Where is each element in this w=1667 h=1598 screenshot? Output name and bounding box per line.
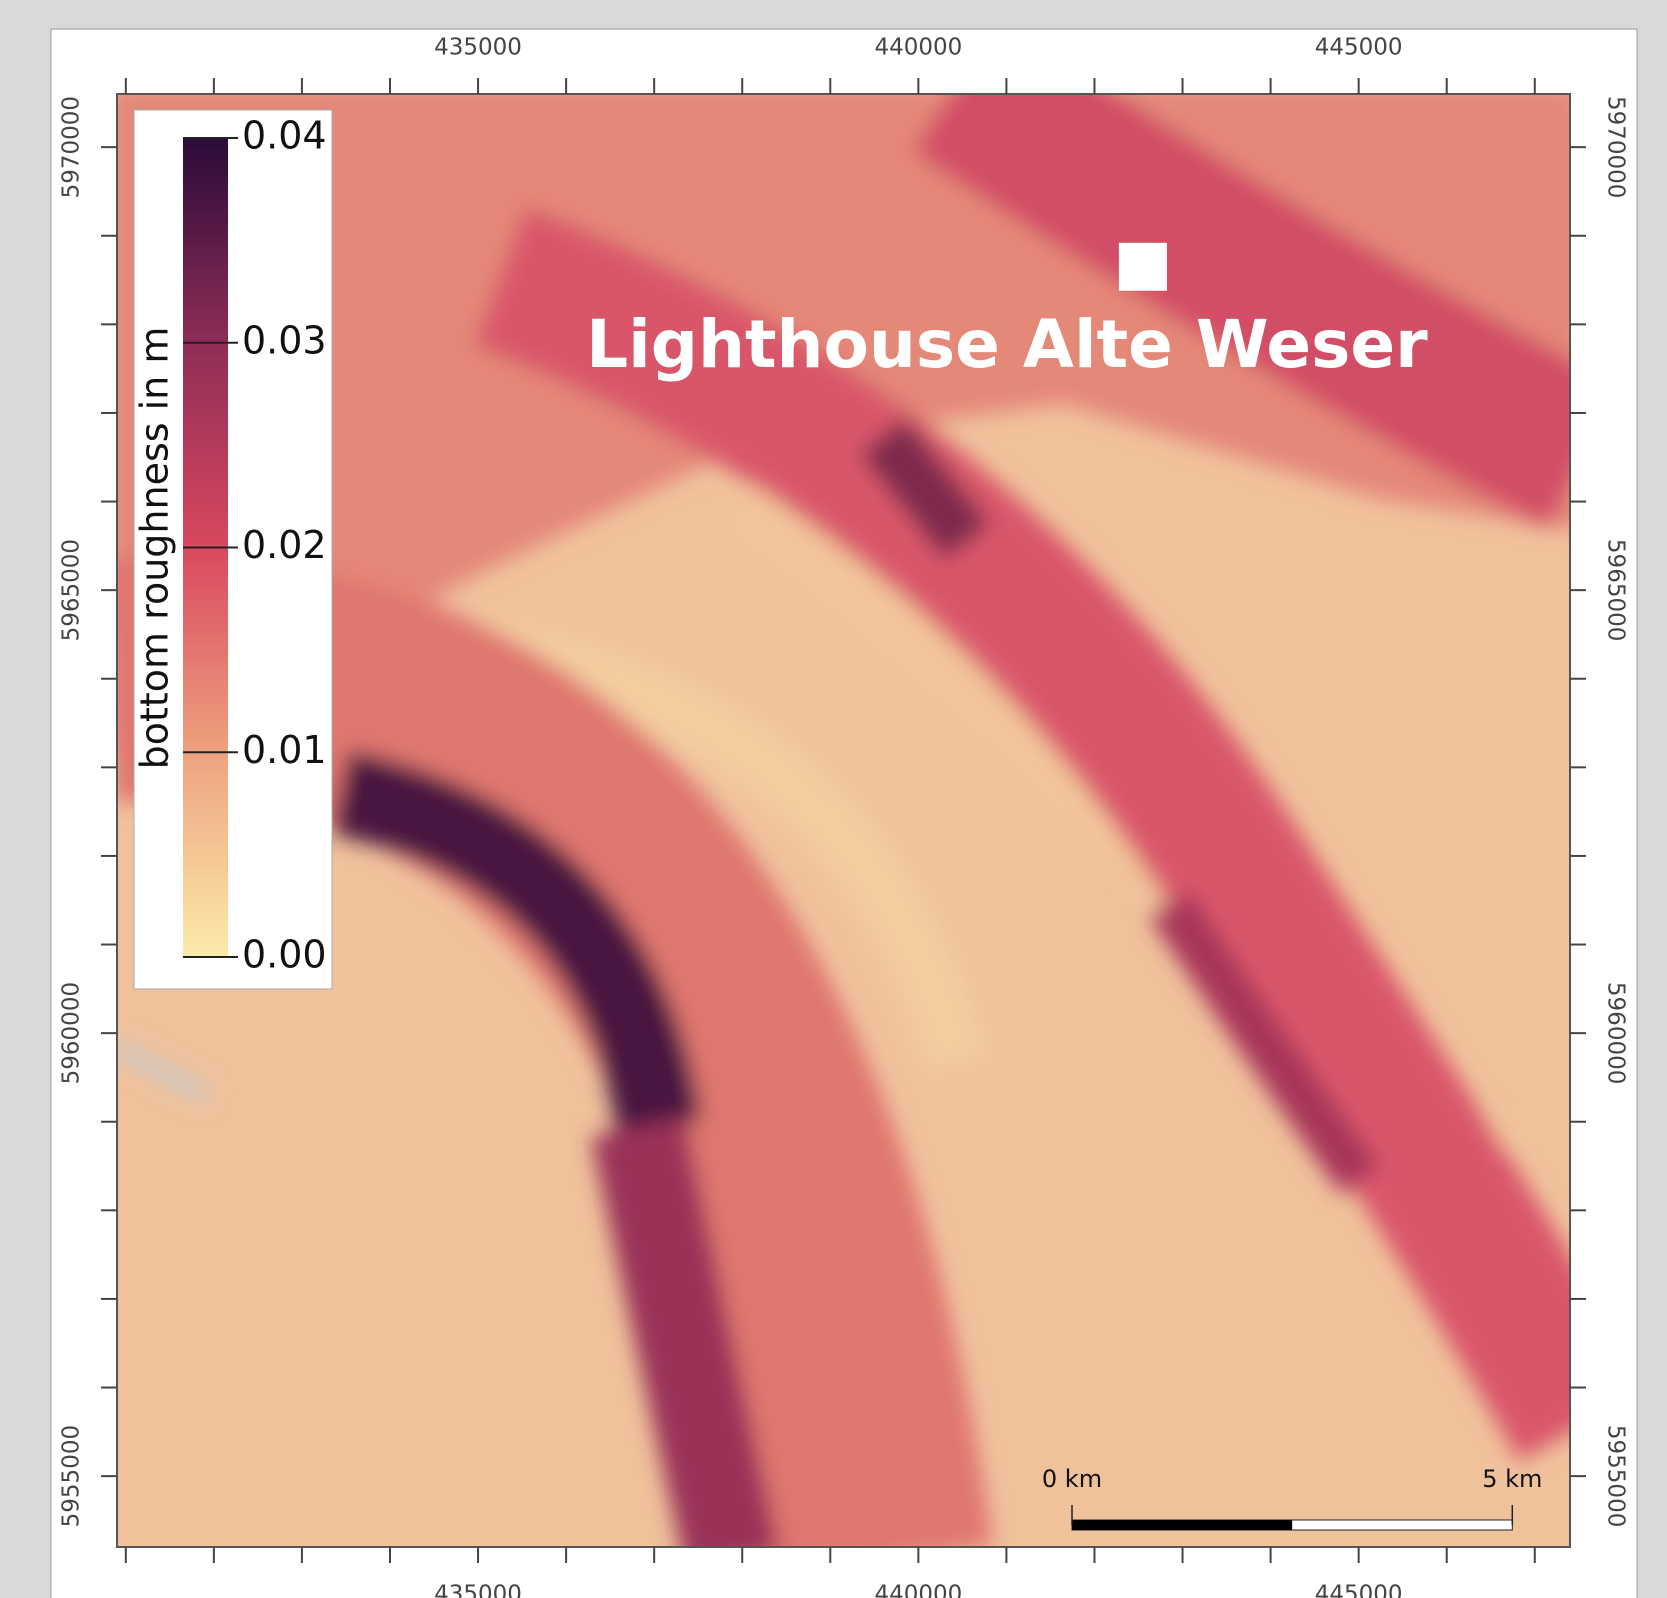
y-tick-label-right: 5960000: [1603, 982, 1629, 1084]
x-tick-label-top: 445000: [1315, 35, 1403, 61]
x-tick-label-bottom: 435000: [434, 1582, 522, 1598]
x-tick-label-top: 435000: [434, 35, 522, 61]
scalebar-label: 0 km: [1042, 1465, 1102, 1493]
y-tick-label-left: 5970000: [59, 96, 85, 198]
colorbar-tick-label: 0.03: [242, 318, 327, 362]
colorbar-tick-label: 0.01: [242, 728, 327, 772]
x-tick-label-bottom: 445000: [1315, 1582, 1403, 1598]
y-tick-label-right: 5955000: [1603, 1425, 1629, 1527]
lighthouse-label: Lighthouse Alte Weser: [586, 306, 1428, 383]
colorbar-box: bottom roughness in m 0.00 0.01 0.02 0.03 0.…: [133, 110, 333, 989]
y-tick-label-right: 5970000: [1603, 96, 1629, 198]
y-tick-label-right: 5965000: [1603, 539, 1629, 641]
colorbar-tick-label: 0.02: [242, 523, 327, 567]
y-tick-label-left: 5960000: [59, 982, 85, 1084]
colorbar-tick-label: 0.04: [242, 114, 327, 158]
colorbar-tick-label: 0.00: [242, 933, 327, 977]
x-tick-label-top: 440000: [874, 35, 962, 61]
scalebar-black: [1072, 1520, 1292, 1530]
y-tick-label-left: 5955000: [59, 1425, 85, 1527]
colorbar-label: bottom roughness in m: [133, 327, 177, 770]
lighthouse-marker: [1119, 243, 1167, 291]
scalebar-label: 5 km: [1482, 1465, 1542, 1493]
y-tick-label-left: 5965000: [59, 539, 85, 641]
map-figure: bottom roughness in m 0.00 0.01 0.02 0.03 0.…: [0, 0, 1667, 1598]
x-tick-label-bottom: 440000: [874, 1582, 962, 1598]
